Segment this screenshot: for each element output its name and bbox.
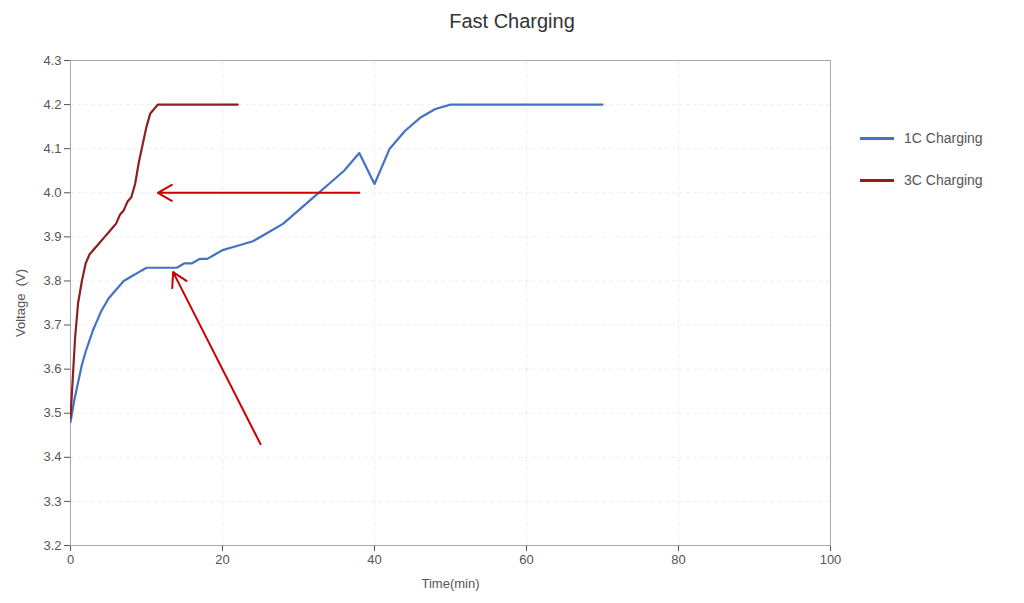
- svg-text:Voltage (V): Voltage (V): [13, 269, 28, 337]
- svg-text:4.2: 4.2: [43, 97, 61, 112]
- svg-text:3.7: 3.7: [43, 317, 61, 332]
- html-text:3C Charging: 3C Charging: [904, 172, 983, 188]
- svg-text:4.0: 4.0: [43, 185, 61, 200]
- svg-text:60: 60: [519, 552, 533, 567]
- svg-text:100: 100: [820, 552, 842, 567]
- svg-text:4.3: 4.3: [43, 53, 61, 68]
- svg-text:Time(min): Time(min): [421, 576, 479, 591]
- svg-text:3.2: 3.2: [43, 538, 61, 553]
- svg-text:3.6: 3.6: [43, 361, 61, 376]
- html-text:1C Charging: 1C Charging: [904, 130, 983, 146]
- svg-text:4.1: 4.1: [43, 141, 61, 156]
- html-text:Fast Charging: Fast Charging: [449, 10, 575, 32]
- svg-text:3.9: 3.9: [43, 229, 61, 244]
- svg-text:3.3: 3.3: [43, 494, 61, 509]
- svg-text:3.5: 3.5: [43, 405, 61, 420]
- svg-text:80: 80: [671, 552, 685, 567]
- svg-text:20: 20: [215, 552, 229, 567]
- svg-text:3.8: 3.8: [43, 273, 61, 288]
- svg-text:3.4: 3.4: [43, 449, 61, 464]
- svg-text:0: 0: [67, 552, 74, 567]
- svg-text:40: 40: [367, 552, 381, 567]
